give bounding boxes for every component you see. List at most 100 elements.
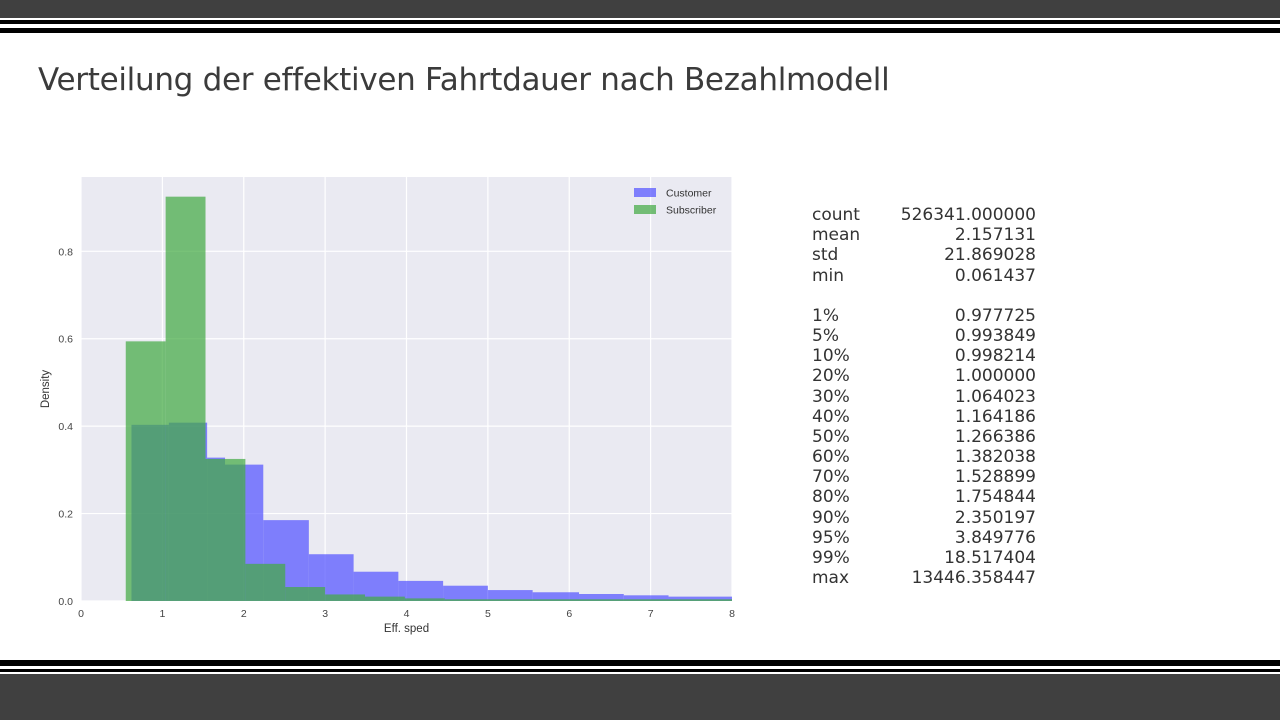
slide-title: Verteilung der effektiven Fahrtdauer nac… [38, 62, 890, 98]
stat-row: 30% 1.064023 [812, 387, 1036, 407]
histogram-bar [325, 594, 365, 601]
stat-label: 5% [812, 325, 839, 346]
stat-value: 1.754844 [954, 487, 1036, 508]
stat-row: 40% 1.164186 [812, 407, 1036, 427]
stat-value: 21.869028 [944, 245, 1036, 266]
stat-value: 1.382038 [954, 447, 1036, 468]
histogram-bar [443, 585, 488, 601]
histogram-bar [444, 599, 732, 601]
stat-label: 90% [812, 507, 850, 528]
y-axis-label: Density [40, 370, 52, 409]
stat-label: min [812, 265, 845, 286]
legend-label: Subscriber [666, 205, 717, 217]
stat-row: 10% 0.998214 [812, 346, 1036, 366]
stat-label: 20% [812, 366, 850, 387]
x-tick-label: 6 [566, 608, 572, 620]
x-tick-label: 7 [648, 608, 654, 620]
x-tick-label: 8 [729, 608, 735, 620]
histogram-bar [165, 196, 206, 601]
histogram-bar [245, 563, 286, 601]
x-tick-label: 3 [322, 608, 328, 620]
chart-legend: Customer Subscriber [634, 188, 717, 217]
stat-row: 80% 1.754844 [812, 487, 1036, 507]
stat-value: 13446.358447 [911, 568, 1036, 589]
stat-value: 2.350197 [954, 507, 1036, 528]
stat-value: 1.164186 [954, 406, 1036, 427]
stat-row: std 21.869028 [812, 245, 1036, 265]
legend-swatch [634, 205, 656, 214]
stat-label: 10% [812, 346, 850, 367]
stat-value: 1.266386 [954, 426, 1036, 447]
stat-value: 0.993849 [954, 325, 1036, 346]
stat-row: 95% 3.849776 [812, 528, 1036, 548]
stat-label: 60% [812, 447, 850, 468]
stat-label: max [812, 568, 850, 589]
stat-row: 50% 1.266386 [812, 427, 1036, 447]
histogram-bar [487, 590, 533, 601]
bottom-rule [0, 669, 1280, 672]
x-tick-label: 0 [78, 608, 84, 620]
histogram-bar [205, 458, 246, 601]
legend-label: Customer [666, 188, 712, 200]
stat-row: 99% 18.517404 [812, 548, 1036, 568]
stat-row: 90% 2.350197 [812, 508, 1036, 528]
y-tick-label: 0.0 [58, 596, 73, 608]
histogram-chart: 0 1 2 3 4 5 6 7 8 0.0 0.2 0.4 0.6 0.8 Eff. sped Density… [40, 177, 735, 635]
stats-gap [812, 286, 1036, 306]
stat-label: 70% [812, 467, 850, 488]
stat-label: count [812, 205, 860, 225]
stat-label: std [812, 245, 839, 266]
y-tick-label: 0.8 [58, 246, 73, 258]
x-tick-label: 5 [485, 608, 491, 620]
stat-row: mean 2.157131 [812, 225, 1036, 245]
bottom-rule [0, 660, 1280, 666]
top-rule [0, 28, 1280, 33]
top-band [0, 0, 1280, 18]
histogram-bar [364, 596, 405, 601]
stat-label: 99% [812, 548, 850, 568]
stat-value: 0.998214 [954, 346, 1036, 367]
histogram-bar [125, 341, 166, 601]
stat-value: 2.157131 [954, 225, 1036, 246]
stat-value: 1.000000 [954, 366, 1036, 387]
stats-percentiles: 1% 0.977725 5% 0.993849 10% 0.998214 20% 1.0000… [812, 306, 1036, 589]
histogram-bar [668, 596, 732, 601]
histogram-bar [404, 598, 445, 601]
histogram-bar [623, 595, 669, 601]
y-tick-label: 0.6 [58, 334, 73, 346]
histogram-bar [285, 587, 326, 601]
stat-label: 50% [812, 426, 850, 447]
histogram-bar [398, 580, 444, 601]
stat-label: 40% [812, 406, 850, 427]
stat-row: 5% 0.993849 [812, 326, 1036, 346]
y-tick-label: 0.4 [58, 421, 73, 433]
stat-label: 1% [812, 305, 839, 326]
stat-row: 1% 0.977725 [812, 306, 1036, 326]
stat-value: 0.061437 [954, 265, 1036, 286]
bottom-band [0, 674, 1280, 720]
stat-label: 30% [812, 386, 850, 407]
stat-value: 18.517404 [944, 548, 1036, 568]
stat-value: 526341.000000 [900, 205, 1036, 225]
stat-label: 95% [812, 527, 850, 548]
top-rule [0, 20, 1280, 24]
histogram-bar [532, 592, 580, 601]
stat-row: 60% 1.382038 [812, 447, 1036, 467]
x-tick-label: 2 [241, 608, 247, 620]
stat-row: min 0.061437 [812, 266, 1036, 286]
stat-value: 1.064023 [954, 386, 1036, 407]
series-subscriber [125, 196, 732, 601]
stat-value: 0.977725 [954, 305, 1036, 326]
stat-label: mean [812, 225, 861, 246]
histogram-bar [579, 594, 624, 601]
stat-row: 20% 1.000000 [812, 366, 1036, 386]
stat-value: 3.849776 [954, 527, 1036, 548]
stat-row: count 526341.000000 [812, 205, 1036, 225]
stats-table: count 526341.000000 mean 2.157131 std 21.8690… [812, 205, 1036, 588]
stats-head: count 526341.000000 mean 2.157131 std 21.8690… [812, 205, 1036, 286]
stat-row: max 13446.358447 [812, 568, 1036, 588]
stat-row: 70% 1.528899 [812, 467, 1036, 487]
legend-swatch [634, 188, 656, 197]
y-tick-label: 0.2 [58, 509, 73, 521]
stat-value: 1.528899 [954, 467, 1036, 488]
